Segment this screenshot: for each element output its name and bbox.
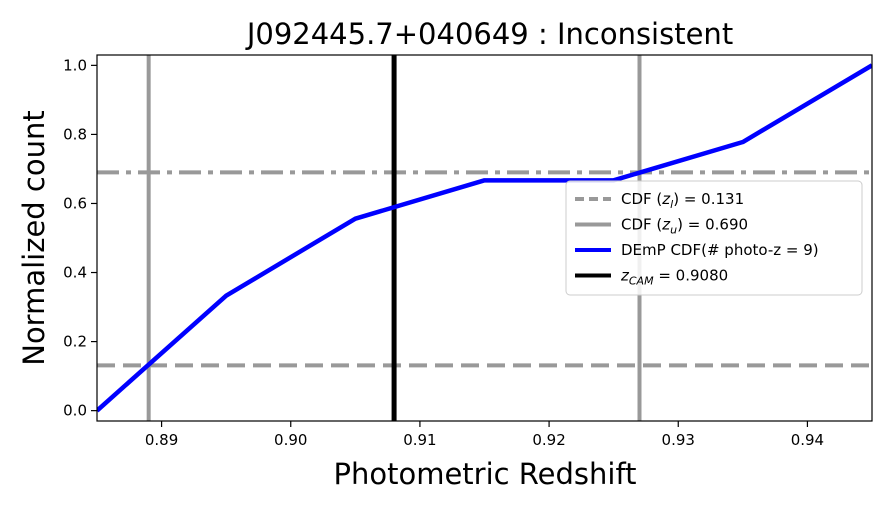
y-tick-label: 0.0 bbox=[63, 402, 87, 420]
y-axis-label: Normalized count bbox=[17, 110, 51, 366]
legend-label: CDF (zl) = 0.131 bbox=[621, 190, 744, 211]
legend-label: DEmP CDF(# photo-z = 9) bbox=[621, 241, 819, 259]
x-tick-label: 0.93 bbox=[662, 431, 695, 449]
legend: CDF (zl) = 0.131 CDF (zu) = 0.690 DEmP CDF… bbox=[565, 180, 863, 296]
y-tick-label: 0.6 bbox=[63, 194, 87, 212]
x-tick-label: 0.90 bbox=[274, 431, 307, 449]
plot-frame bbox=[96, 54, 873, 422]
legend-box bbox=[565, 180, 863, 296]
series-line bbox=[97, 63, 872, 413]
x-tick-label: 0.92 bbox=[532, 431, 565, 449]
y-tick-label: 0.8 bbox=[63, 125, 87, 143]
x-axis-label: Photometric Redshift bbox=[333, 457, 636, 491]
y-tick-label: 1.0 bbox=[63, 56, 87, 74]
legend-label: CDF (zu) = 0.690 bbox=[621, 216, 748, 237]
y-tick-label: 0.4 bbox=[63, 264, 87, 282]
plot-area: 0.89 0.90 0.91 0.92 0.93 0.94 0.0 0.2 0.4 0.6 0.8 1… bbox=[63, 55, 872, 449]
x-tick-label: 0.94 bbox=[791, 431, 824, 449]
chart-title: J092445.7+040649 : Inconsistent bbox=[245, 17, 733, 51]
legend-label: zCAM = 0.9080 bbox=[620, 267, 728, 288]
x-tick-label: 0.91 bbox=[403, 431, 436, 449]
x-tick-label: 0.89 bbox=[145, 431, 178, 449]
y-tick-label: 0.2 bbox=[63, 333, 87, 351]
